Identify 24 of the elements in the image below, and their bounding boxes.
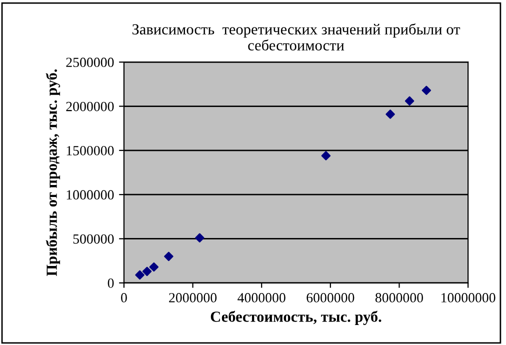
x-axis-title: Себестоимость, тыс. руб. — [210, 310, 382, 326]
x-tick-label: 2000000 — [169, 293, 217, 302]
point — [321, 151, 331, 160]
x-tick-label: 6000000 — [306, 293, 354, 302]
point — [149, 262, 159, 272]
x-tick-label: 4000000 — [238, 293, 286, 302]
point — [422, 86, 432, 95]
x-tick-label: 8000000 — [375, 293, 424, 302]
y-tick-label: 2000000 — [66, 102, 114, 112]
y-tick-label: 1000000 — [66, 190, 114, 200]
point — [164, 252, 174, 262]
y-tick-label: 1500000 — [66, 146, 114, 156]
y-tick-label: 500000 — [73, 234, 114, 244]
chart-title: Зависимость теоретических значений прибыли от себестоимости — [132, 23, 460, 50]
x-tick-label: 0 — [121, 293, 127, 302]
point — [404, 96, 414, 106]
x-tick-label: 10000000 — [441, 293, 496, 302]
point — [386, 110, 395, 119]
point — [142, 266, 152, 276]
point — [135, 270, 144, 280]
y-tick-label: 0 — [108, 278, 114, 288]
y-tick-label: 2500000 — [66, 58, 114, 68]
point — [195, 233, 204, 242]
y-axis-title: Прибыль от продаж, тыс. руб. — [46, 69, 60, 276]
